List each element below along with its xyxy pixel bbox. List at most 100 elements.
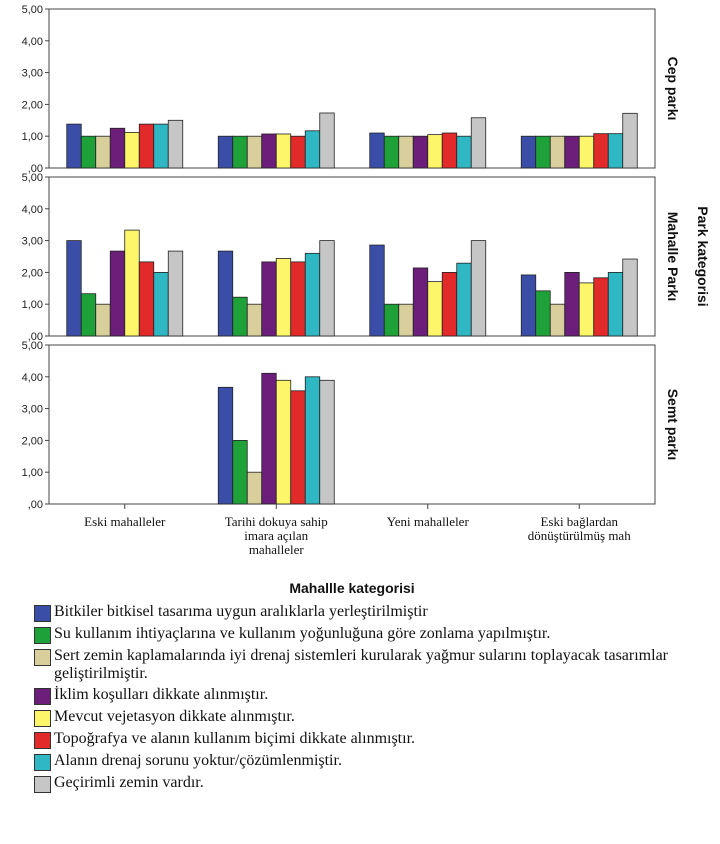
legend-swatch bbox=[34, 776, 51, 793]
legend-swatch bbox=[34, 710, 51, 727]
bar bbox=[232, 439, 248, 505]
y-tick-label: 4,00 bbox=[22, 204, 43, 216]
legend-swatch bbox=[34, 688, 51, 705]
bar bbox=[549, 135, 566, 169]
bar bbox=[470, 117, 487, 169]
legend-swatch bbox=[34, 732, 51, 749]
bar bbox=[412, 135, 429, 169]
bar bbox=[138, 123, 155, 169]
legend-label: Sert zemin kaplamalarında iyi drenaj sis… bbox=[54, 647, 668, 682]
y-tick-label: 2,00 bbox=[22, 99, 43, 111]
bar bbox=[290, 261, 306, 337]
bar bbox=[66, 123, 82, 169]
legend-swatch bbox=[34, 754, 51, 771]
bar bbox=[232, 135, 248, 169]
bar bbox=[138, 261, 155, 337]
legend-label: Su kullanım ihtiyaçlarına ve kullanım yo… bbox=[54, 625, 551, 642]
x-category-label: Yeni mahalleler bbox=[387, 514, 470, 529]
bar bbox=[217, 135, 234, 169]
legend-label: Topoğrafya ve alanın kullanım biçimi dik… bbox=[54, 730, 416, 747]
faceted-bar-chart: 5,00 4,00 3,00 2,00 1,00 ,00 Cep parkı 5,00 4,00… bbox=[22, 4, 711, 596]
legend-swatch bbox=[34, 649, 51, 666]
bar bbox=[261, 372, 277, 505]
bar bbox=[412, 267, 429, 337]
bar bbox=[167, 119, 184, 169]
bar bbox=[520, 274, 537, 337]
bar bbox=[167, 250, 184, 337]
bar bbox=[369, 132, 385, 169]
bar bbox=[304, 376, 321, 505]
bar bbox=[80, 135, 97, 169]
y-tick-label: 1,00 bbox=[22, 299, 43, 311]
bar bbox=[383, 135, 400, 169]
bar bbox=[319, 379, 335, 505]
bar bbox=[124, 131, 140, 169]
y-tick-label: ,00 bbox=[28, 331, 43, 343]
legend-item: Topoğrafya ve alanın kullanım biçimi dik… bbox=[34, 730, 714, 749]
y-tick-label: 3,00 bbox=[22, 404, 43, 416]
x-category-label: Eski bağlardan bbox=[540, 514, 618, 529]
bar bbox=[124, 229, 140, 337]
panel-label: Cep parkı bbox=[665, 57, 681, 121]
bar bbox=[319, 240, 335, 337]
bar bbox=[456, 262, 472, 337]
y-tick-label: 4,00 bbox=[22, 372, 43, 384]
y-tick-label: 5,00 bbox=[22, 4, 43, 16]
bar bbox=[520, 135, 537, 169]
bar bbox=[246, 471, 263, 505]
bar bbox=[593, 133, 609, 169]
bar bbox=[275, 258, 292, 337]
bar bbox=[535, 135, 551, 169]
bar bbox=[95, 135, 111, 169]
legend-item: İklim koşulları dikkate alınmıştır. bbox=[34, 686, 714, 705]
y-tick-label: 2,00 bbox=[22, 267, 43, 279]
y-tick-label: 4,00 bbox=[22, 36, 43, 48]
legend-swatch bbox=[34, 627, 51, 644]
x-category-label: imara açılan bbox=[244, 528, 308, 543]
bar bbox=[153, 271, 169, 337]
y-tick-label: 2,00 bbox=[22, 435, 43, 447]
bar bbox=[153, 123, 169, 169]
x-category-label: mahalleler bbox=[249, 542, 305, 557]
bar bbox=[80, 293, 97, 337]
legend-item: Sert zemin kaplamalarında iyi drenaj sis… bbox=[34, 647, 714, 683]
bar bbox=[383, 303, 400, 337]
bar bbox=[578, 135, 595, 169]
bar bbox=[398, 135, 414, 169]
bar bbox=[607, 271, 624, 337]
legend-item: Mevcut vejetasyon dikkate alınmıştır. bbox=[34, 708, 714, 727]
y-tick-label: 3,00 bbox=[22, 236, 43, 248]
bar bbox=[622, 112, 638, 169]
y-tick-label: ,00 bbox=[28, 499, 43, 511]
bar bbox=[369, 244, 385, 337]
bar bbox=[304, 130, 321, 169]
bar bbox=[109, 250, 126, 337]
bar bbox=[319, 112, 335, 169]
bar bbox=[427, 281, 443, 337]
bar bbox=[95, 303, 111, 337]
bar bbox=[622, 258, 638, 337]
x-category-label: Tarihi dokuya sahip bbox=[225, 514, 328, 529]
bar bbox=[232, 296, 248, 337]
bar bbox=[578, 282, 595, 337]
bar bbox=[290, 390, 306, 505]
bar bbox=[275, 133, 292, 169]
legend: Bitkiler bitkisel tasarıma uygun aralıkl… bbox=[34, 603, 714, 796]
bar bbox=[109, 127, 126, 169]
panel-label: Mahalle Parkı bbox=[665, 212, 681, 302]
bar bbox=[217, 386, 234, 505]
bar bbox=[549, 303, 566, 337]
legend-label: Bitkiler bitkisel tasarıma uygun aralıkl… bbox=[54, 603, 428, 620]
legend-item: Geçirimli zemin vardır. bbox=[34, 774, 714, 793]
x-category-label: dönüştürülmüş mah bbox=[528, 528, 631, 543]
bar bbox=[593, 277, 609, 337]
legend-label: Alanın drenaj sorunu yoktur/çözümlenmişt… bbox=[54, 752, 342, 769]
bar bbox=[564, 135, 580, 169]
bar bbox=[564, 271, 580, 337]
bar bbox=[398, 303, 414, 337]
bar bbox=[275, 379, 292, 505]
bar bbox=[217, 250, 234, 337]
legend-item: Bitkiler bitkisel tasarıma uygun aralıkl… bbox=[34, 603, 714, 622]
legend-item: Alanın drenaj sorunu yoktur/çözümlenmişt… bbox=[34, 752, 714, 771]
